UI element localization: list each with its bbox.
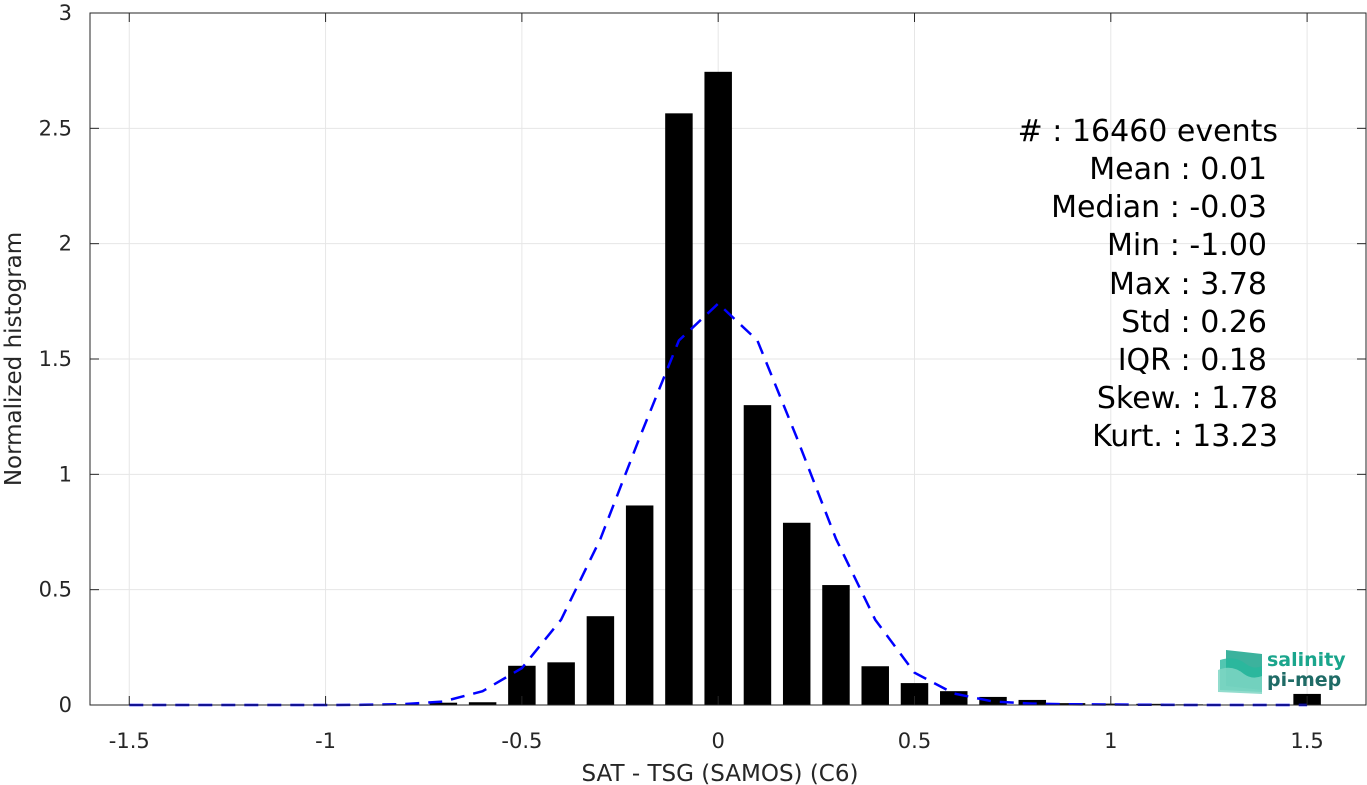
histogram-bar xyxy=(900,683,929,705)
y-tick-label: 0.5 xyxy=(39,578,72,602)
x-tick-label: -0.5 xyxy=(501,729,542,753)
histogram-bar xyxy=(940,691,968,705)
histogram-bar xyxy=(704,71,732,705)
histogram-bar xyxy=(861,666,889,705)
x-axis-label: SAT - TSG (SAMOS) (C6) xyxy=(582,761,859,785)
histogram-bar xyxy=(822,585,850,705)
histogram-bar xyxy=(547,662,575,705)
stat-skew: Skew. : 1.78 xyxy=(1097,381,1278,416)
x-tick-label: -1 xyxy=(315,729,336,753)
y-axis-ticks: 0 0.5 1 1.5 2 2.5 3 xyxy=(39,1,1366,717)
x-tick-label: 0.5 xyxy=(898,729,931,753)
x-tick-label: 1.5 xyxy=(1290,729,1323,753)
histogram-bar xyxy=(586,616,615,705)
histogram-bar xyxy=(782,522,811,705)
stat-events: # : 16460 events xyxy=(1018,114,1278,149)
x-tick-label: 0 xyxy=(711,729,724,753)
salinity-pimep-logo: salinity pi-mep xyxy=(1218,649,1346,694)
histogram-bar xyxy=(979,696,1007,705)
y-tick-label: 2.5 xyxy=(39,116,72,140)
x-tick-label: 1 xyxy=(1104,729,1117,753)
y-tick-label: 2 xyxy=(59,232,72,256)
y-tick-label: 1.5 xyxy=(39,347,72,371)
stat-max: Max : 3.78 xyxy=(1109,267,1267,302)
histogram-bar xyxy=(468,702,497,705)
stat-std: Std : 0.26 xyxy=(1121,305,1267,340)
statistics-box: # : 16460 events Mean : 0.01 Median : -0… xyxy=(1018,114,1278,454)
y-axis-label: Normalized histogram xyxy=(1,232,27,486)
wave-logo-icon xyxy=(1218,650,1262,694)
histogram-bar xyxy=(429,702,458,705)
histogram-bar xyxy=(743,405,772,705)
logo-text-salinity: salinity xyxy=(1267,649,1346,671)
stat-median: Median : -0.03 xyxy=(1051,190,1267,225)
logo-text-pimep: pi-mep xyxy=(1267,669,1341,691)
stat-min: Min : -1.00 xyxy=(1107,228,1267,263)
y-tick-label: 0 xyxy=(59,693,72,717)
histogram-bar xyxy=(665,113,693,706)
histogram-bar xyxy=(625,505,654,705)
stat-iqr: IQR : 0.18 xyxy=(1118,343,1267,378)
x-axis-ticks: -1.5 -1 -0.5 0 0.5 1 1.5 xyxy=(109,13,1324,753)
histogram-bars xyxy=(390,71,1321,706)
stat-mean: Mean : 0.01 xyxy=(1089,152,1267,187)
y-tick-label: 1 xyxy=(59,462,72,486)
x-tick-label: -1.5 xyxy=(109,729,150,753)
stat-kurt: Kurt. : 13.23 xyxy=(1092,419,1278,454)
y-tick-label: 3 xyxy=(59,1,72,25)
